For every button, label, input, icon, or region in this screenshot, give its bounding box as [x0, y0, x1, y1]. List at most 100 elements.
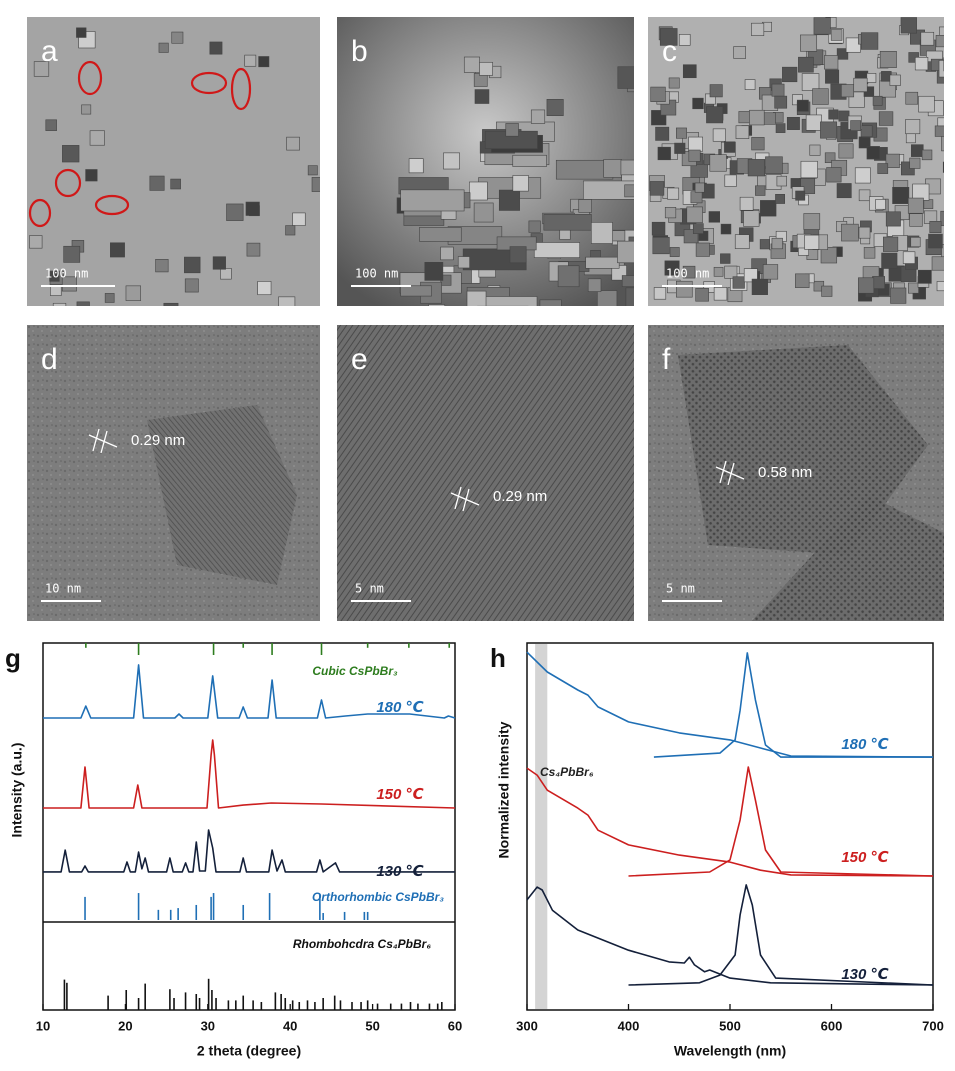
nanocube [858, 226, 871, 239]
lattice-spacing: 0.29 nm [493, 488, 547, 505]
nanocube [76, 27, 87, 38]
panel-letter: e [351, 343, 368, 376]
nanocube [543, 214, 592, 231]
nanocube [61, 276, 77, 292]
x-axis-label: Wavelength (nm) [674, 1043, 786, 1059]
nanocube [307, 165, 318, 176]
nanocube [505, 123, 519, 137]
nanocube [941, 244, 944, 258]
panel-letter: c [662, 35, 677, 68]
nanocube [765, 156, 783, 175]
nanocube [921, 149, 933, 161]
nanocube [45, 119, 57, 131]
nanocube [805, 114, 822, 131]
nanocube [443, 152, 460, 170]
nanocube [664, 207, 677, 219]
plot-frame [526, 642, 934, 1011]
spectrum-line [526, 886, 934, 986]
nanocube [744, 79, 756, 90]
nanocube [674, 142, 686, 154]
nanocube [62, 145, 80, 163]
nanocube [428, 304, 446, 306]
nanocube [872, 95, 883, 106]
x-tick-label: 400 [618, 1018, 640, 1033]
nanocube [676, 280, 693, 298]
nanocube [155, 259, 169, 273]
nanocube [63, 245, 81, 263]
reference-label: Rhombohcdra Cs₄PbBr₆ [293, 937, 431, 951]
tem-image: c 100 nm [648, 17, 944, 306]
x-tick-label: 50 [365, 1018, 379, 1033]
nanocube [539, 299, 562, 306]
nanocube [879, 51, 897, 68]
nanocube [755, 185, 766, 196]
nanocube [400, 189, 465, 212]
nanocube [908, 282, 919, 294]
nanocube [800, 34, 818, 52]
nanocube [706, 106, 724, 124]
nanocube [809, 144, 821, 156]
crystal-lattice [399, 385, 634, 621]
nanocube [170, 178, 181, 190]
highlight-circle [77, 60, 103, 96]
nanocube [943, 57, 944, 72]
nanocube [771, 237, 783, 250]
nanocube [909, 157, 921, 169]
nanocube [583, 180, 634, 200]
nanocube [804, 234, 820, 250]
fringe-marker [450, 486, 480, 512]
nanocube [803, 213, 821, 230]
nanocube [774, 95, 788, 109]
nanocube [621, 275, 634, 287]
nanocube [762, 264, 779, 280]
nanocube [85, 169, 98, 182]
nanocube [278, 296, 296, 306]
scale-bar-label: 5 nm [355, 582, 384, 596]
nanocube [50, 284, 62, 296]
nanocube [813, 17, 831, 35]
nanocube [720, 223, 732, 235]
nanocube [578, 199, 592, 213]
spectrum-line [43, 664, 456, 719]
spectrum-line [653, 652, 933, 758]
nanocube [885, 153, 900, 168]
nanocube [469, 181, 488, 201]
nanocube [910, 237, 921, 248]
nanocube [623, 311, 668, 326]
nanocube [812, 88, 829, 105]
x-tick-label: 40 [283, 1018, 297, 1033]
nanocube [533, 242, 581, 258]
series-label: 180 ℃ [841, 736, 889, 753]
nanocube [585, 256, 620, 269]
nanocube [877, 163, 889, 174]
nanocube [587, 278, 602, 292]
nanocube [617, 240, 634, 264]
scale-bar-label: 5 nm [666, 582, 695, 596]
nanocube [226, 203, 244, 221]
nanocube [473, 202, 494, 223]
nanocube [938, 60, 944, 78]
nanocube [883, 236, 899, 252]
nanocube [617, 66, 634, 89]
plot-frame [42, 642, 456, 1011]
nanocube [692, 223, 704, 234]
nanocube [474, 89, 490, 104]
tem-image: f 5 nm 0.58 nm [648, 325, 944, 621]
nanocube [708, 211, 721, 223]
nanocube [853, 77, 868, 92]
nanocube [546, 99, 564, 116]
panel-letter: a [41, 35, 58, 68]
nanocube [866, 73, 877, 83]
nanocube [872, 276, 885, 289]
highlight-circle [28, 198, 52, 228]
highlight-circle [230, 67, 252, 111]
nanocube [923, 199, 934, 209]
nanocube [795, 190, 806, 201]
nanocube [690, 191, 703, 204]
nanocube [900, 17, 917, 34]
spectrum-line [526, 767, 934, 877]
image-content [27, 325, 320, 621]
nanocube [163, 302, 179, 306]
band-label: Cs₄PbBr₆ [540, 765, 594, 779]
